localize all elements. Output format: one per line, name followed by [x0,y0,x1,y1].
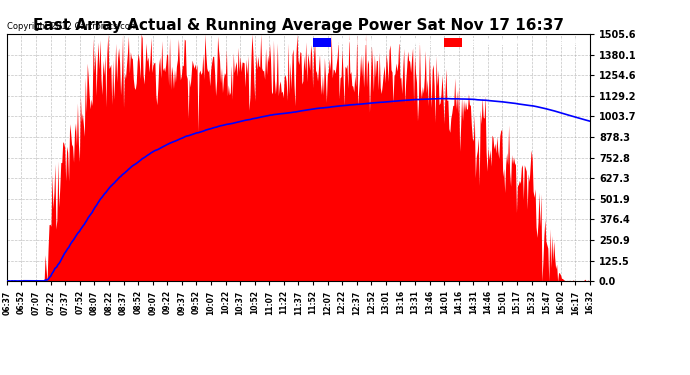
Legend: Average  (DC Watts), East Array  (DC Watts): Average (DC Watts), East Array (DC Watts… [311,36,585,49]
Title: East Array Actual & Running Average Power Sat Nov 17 16:37: East Array Actual & Running Average Powe… [33,18,564,33]
Text: Copyright 2012 Cartronics.com: Copyright 2012 Cartronics.com [8,22,139,31]
